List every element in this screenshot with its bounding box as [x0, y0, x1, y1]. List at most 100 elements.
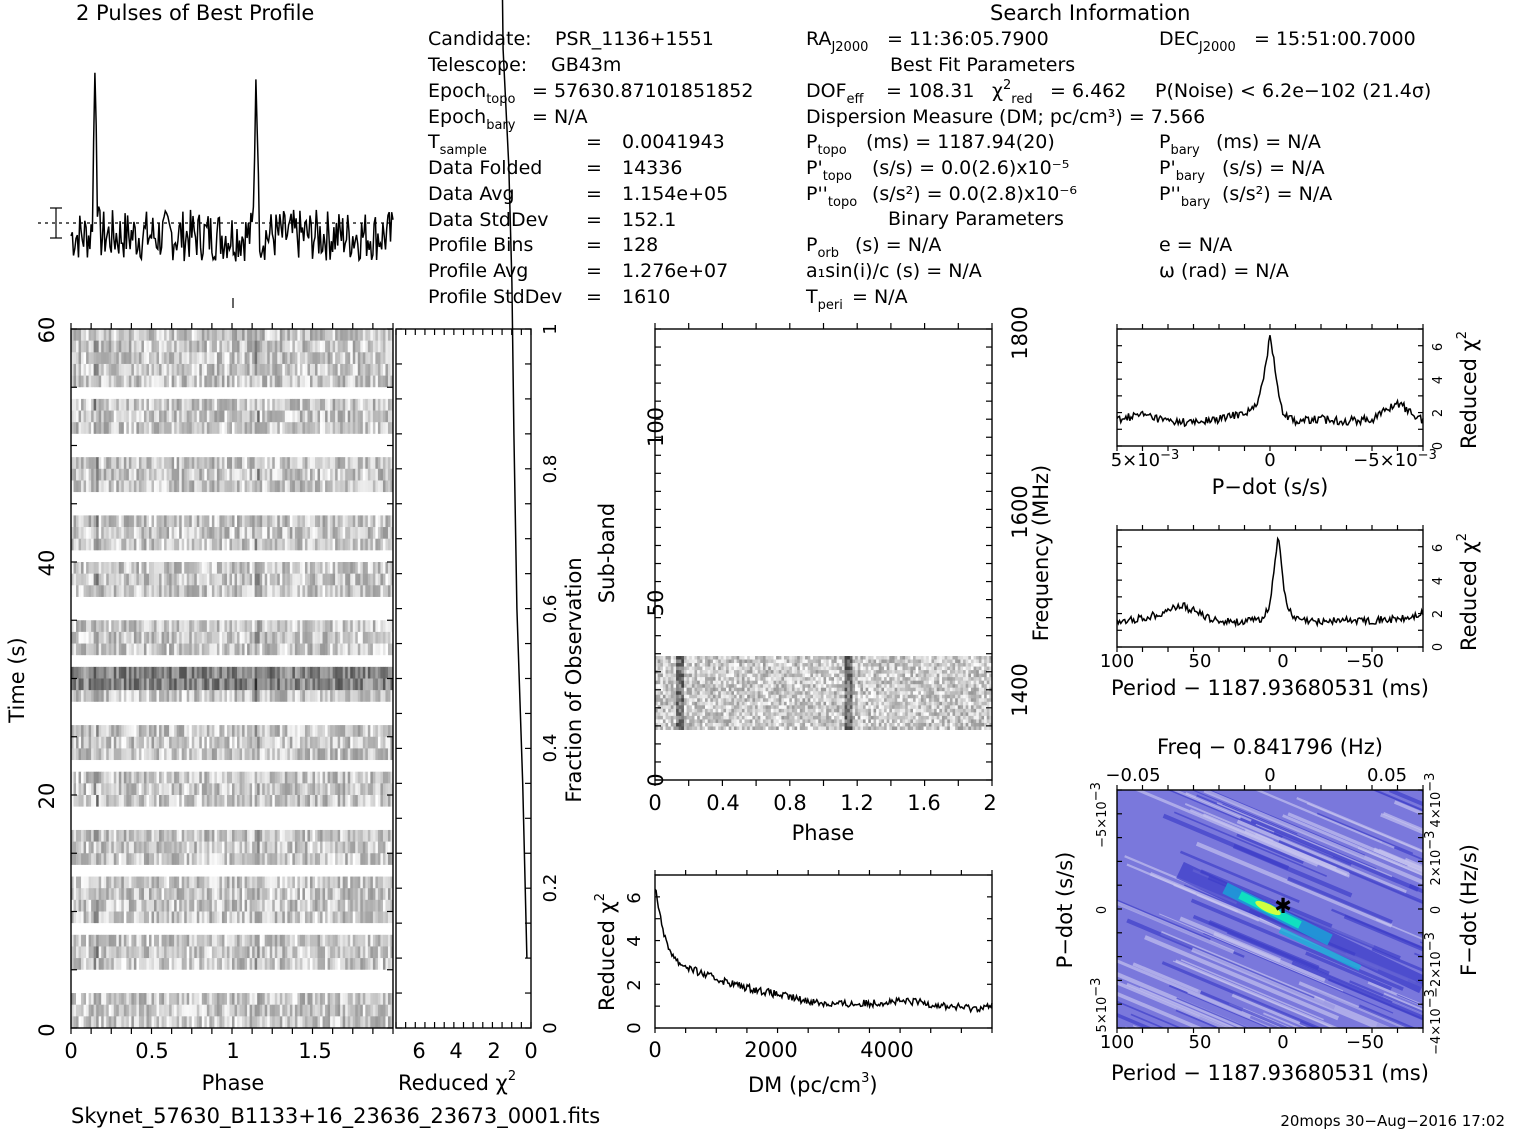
dm-chi2-frame: [654, 874, 993, 1029]
best-fit-marker: ✱: [1274, 894, 1292, 918]
sb-xtick-4: 1.6: [907, 791, 940, 815]
pdot-chi2-frame: [1116, 328, 1424, 447]
search-info: RAJ2000 = 11:36:05.7900 DECJ2000 = 15:51…: [805, 28, 1431, 313]
info-value-profile-stddev: 1610: [622, 286, 670, 308]
search-info-title: Search Information: [990, 1, 1190, 25]
svg-text:=: =: [586, 183, 602, 205]
per-xtick-2: 0: [1277, 651, 1288, 672]
tp-xtick-0: 0: [64, 1039, 77, 1063]
ppd-ytick-2: 5×10−3: [1089, 978, 1110, 1033]
pd-bary-value: (s/s) = N/A: [1222, 157, 1325, 179]
candidate-info: Candidate: PSR_1136+1551 Telescope: GB43…: [427, 28, 753, 308]
tc-xlabel: Reduced χ2: [398, 1069, 516, 1095]
sb-y2tick-0: 1400: [1008, 663, 1032, 716]
p-bary-label: Pbary: [1159, 131, 1200, 158]
ppd-xtick-2: 0: [1277, 1032, 1288, 1053]
time-phase-plot: 0 0.5 1 1.5 Phase 0 20 40 60 Time (s): [5, 317, 394, 1095]
tc-ytick-2: 0.4: [540, 734, 561, 763]
p-bary-value: (ms) = N/A: [1216, 131, 1321, 153]
tc-xtick-6: 6: [412, 1039, 425, 1063]
pd-ytick-3: 6: [1431, 343, 1446, 351]
tc-xtick-4: 4: [449, 1039, 462, 1063]
pulse-profile-plot: [38, 72, 394, 308]
dm-xtick-0: 0: [648, 1038, 661, 1062]
per-ytick-3: 6: [1431, 544, 1446, 552]
tc-ytick-1: 0.2: [540, 874, 561, 903]
binary-title: Binary Parameters: [888, 208, 1064, 230]
info-value-profile-bins: 128: [622, 234, 658, 256]
ppd-y2tick-4: −4×10−3: [1423, 989, 1444, 1055]
pd-xtick-2: −5×10−3: [1353, 448, 1437, 471]
a1sini-value: a₁sin(i)/c (s) = N/A: [806, 260, 982, 282]
info-label-data-folded: Data Folded: [428, 157, 542, 179]
chi2red-value: = 6.462: [1050, 80, 1126, 102]
omega-value: ω (rad) = N/A: [1159, 260, 1289, 282]
ppd-ytick-1: 0: [1095, 906, 1110, 914]
pd-xtick-0: 5×10−3: [1111, 448, 1180, 471]
per-xtick-0: 100: [1100, 651, 1134, 672]
dm-ytick-2: 4: [624, 935, 645, 946]
tp-ytick-0: 0: [35, 1023, 59, 1036]
footer-filename: Skynet_57630_B1133+16_23636_23673_0001.f…: [71, 1104, 600, 1129]
pd-ytick-2: 4: [1431, 376, 1446, 384]
dm-xlabel: DM (pc/cm3): [748, 1071, 878, 1097]
info-value-tsample: 0.0041943: [622, 131, 725, 153]
sb-y2tick-2: 1800: [1008, 306, 1032, 359]
info-value-profile-avg: 1.276e+07: [622, 260, 728, 282]
ppd-y2tick-3: −2×10−3: [1423, 932, 1444, 998]
per-ytick-1: 2: [1431, 610, 1446, 618]
pdot-chi2-plot: 5×10−3 0 −5×10−3 P−dot (s/s) 0 2 4 6 Red…: [1111, 324, 1481, 499]
ppd-xtick-3: −50: [1346, 1032, 1384, 1053]
info-value-data-folded: 14336: [622, 157, 682, 179]
per-ytick-2: 4: [1431, 577, 1446, 585]
svg-text:=: =: [586, 260, 602, 282]
time-chi2-frame: [395, 328, 532, 1029]
sb-y2tick-1: 1600: [1008, 485, 1032, 538]
info-label-profile-stddev: Profile StdDev: [428, 286, 562, 308]
pdd-bary-label: P''bary: [1159, 183, 1210, 210]
period-chi2-curve: [1116, 536, 1424, 628]
tperi-label: Tperi: [805, 286, 843, 313]
pdot-chi2-curve: [1116, 335, 1424, 428]
chi2red-label: χ2red: [992, 78, 1033, 107]
info-value-epoch-bary: = N/A: [532, 106, 588, 128]
dec-value: = 15:51:00.7000: [1254, 28, 1416, 50]
dm-chi2-curve: [654, 888, 993, 1014]
svg-text:=: =: [586, 209, 602, 231]
ppd-x2tick-1: 0: [1264, 765, 1275, 786]
tp-xlabel: Phase: [202, 1071, 265, 1095]
tc-ytick-3: 0.6: [540, 595, 561, 624]
info-value-epoch-topo: = 57630.87101851852: [532, 80, 753, 102]
ppd-xlabel: Period − 1187.93680531 (ms): [1111, 1061, 1429, 1085]
ppd-xtick-0: 100: [1100, 1032, 1134, 1053]
info-value-candidate: PSR_1136+1551: [555, 28, 714, 50]
sb-xtick-0: 0: [648, 791, 661, 815]
sb-xtick-2: 0.8: [773, 791, 806, 815]
time-chi2-plot: 6 4 2 0 Reduced χ2 0 0.2 0.4 0.6 0.8 1 F…: [395, 0, 586, 1095]
time-phase-ticks: [70, 323, 394, 1034]
profile-title: 2 Pulses of Best Profile: [76, 1, 314, 25]
pnoise-value: P(Noise) < 6.2e−102 (21.4σ): [1155, 80, 1431, 102]
sb-ytick-0: 0: [644, 773, 668, 786]
pdd-bary-value: (s/s²) = N/A: [1222, 183, 1332, 205]
ppd-y2tick-2: 0: [1429, 906, 1444, 914]
pd-topo-label: P'topo: [806, 157, 852, 184]
ppd-title: Freq − 0.841796 (Hz): [1157, 735, 1383, 759]
info-label-profile-avg: Profile Avg: [428, 260, 528, 282]
info-label-candidate: Candidate:: [428, 28, 532, 50]
period-chi2-frame: [1116, 529, 1424, 648]
tc-ytick-5: 1: [540, 323, 561, 334]
per-ylabel: Reduced χ2: [1455, 533, 1481, 651]
info-value-telescope: GB43m: [551, 54, 621, 76]
info-label-data-stddev: Data StdDev: [428, 209, 549, 231]
info-label-data-avg: Data Avg: [428, 183, 515, 205]
info-label-profile-bins: Profile Bins: [428, 234, 533, 256]
dm-value: Dispersion Measure (DM; pc/cm³) = 7.566: [806, 106, 1205, 128]
tc-xtick-2: 2: [487, 1039, 500, 1063]
tp-ylabel: Time (s): [5, 637, 29, 723]
sb-ytick-2: 100: [644, 407, 668, 447]
pd-ylabel: Reduced χ2: [1455, 331, 1481, 449]
tp-xtick-2: 1: [226, 1039, 239, 1063]
subband-phase-plot: 0 0.4 0.8 1.2 1.6 2 Phase 0 50 100 Sub-b…: [595, 306, 1053, 845]
